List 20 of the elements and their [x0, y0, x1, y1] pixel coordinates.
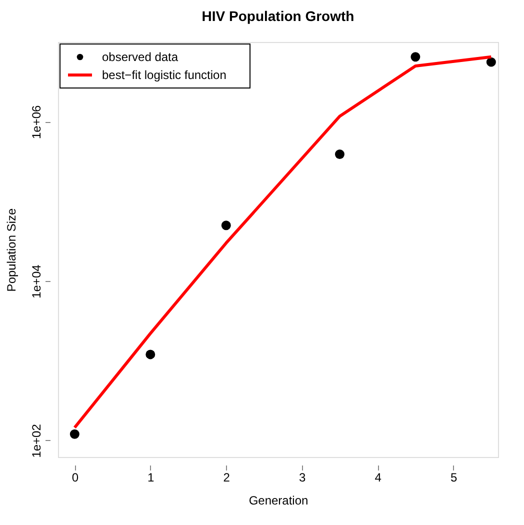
x-tick-label: 4 [374, 470, 382, 484]
x-axis-title: Generation [248, 494, 308, 508]
point [221, 220, 231, 230]
point [146, 350, 156, 360]
x-tick-label: 3 [299, 470, 306, 484]
point [70, 429, 80, 439]
legend-label: best−fit logistic function [102, 68, 226, 82]
point [334, 150, 344, 160]
point [410, 52, 420, 62]
point [486, 57, 496, 67]
x-tick-label: 5 [450, 470, 458, 484]
y-tick-label: 1e+04 [30, 264, 44, 298]
y-axis-title: Population Size [4, 208, 18, 292]
legend-label: observed data [102, 50, 178, 64]
y-tick-label: 1e+02 [30, 424, 44, 458]
y-tick-label: 1e+06 [30, 105, 44, 140]
x-tick-label: 0 [72, 470, 79, 484]
x-tick-label: 2 [223, 470, 230, 484]
x-tick-label: 1 [148, 470, 155, 484]
chart-title: HIV Population Growth [202, 8, 354, 24]
